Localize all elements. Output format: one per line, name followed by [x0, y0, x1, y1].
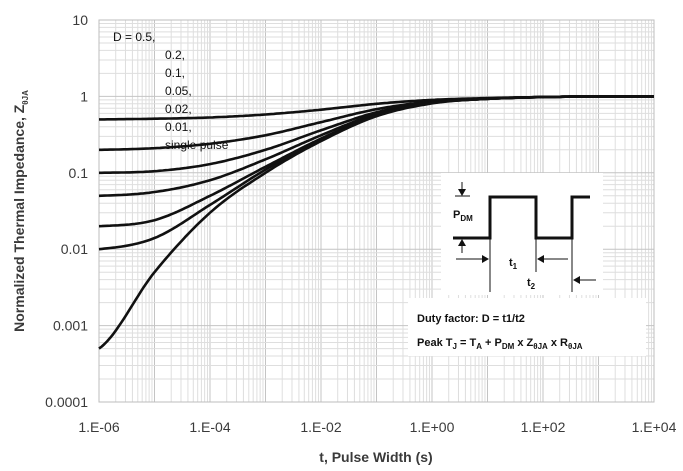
- plot-frame: [98, 19, 655, 403]
- y-tick-label: 0.1: [69, 165, 89, 181]
- x-axis-title: t, Pulse Width (s): [319, 449, 432, 465]
- y-tick-label: 0.01: [61, 241, 88, 257]
- legend-entry: 0.05,: [165, 84, 192, 98]
- series-line: [98, 95, 654, 350]
- y-tick-label: 10: [72, 12, 88, 28]
- peak-temp-equation: Peak TJ = TA + PDM x ZθJA x RθJA: [417, 337, 583, 351]
- t1-label: t1: [509, 257, 518, 271]
- x-tick-label: 1.E+04: [632, 419, 677, 435]
- y-axis-title-subscript: θJA: [21, 90, 30, 105]
- t2-label: t2: [527, 277, 536, 291]
- pdm-arrowhead-bottom: [458, 239, 466, 246]
- legend-entry: 0.02,: [165, 102, 192, 116]
- y-axis-title: Normalized Thermal Impedance, ZθJA: [11, 90, 30, 332]
- legend-entry: D = 0.5,: [113, 30, 155, 44]
- equation-box: Duty factor: D = t1/t2 Peak TJ = TA + PD…: [408, 298, 646, 356]
- t2-arrowhead-right: [573, 276, 580, 284]
- x-tick-label: 1.E-06: [78, 419, 119, 435]
- legend-entry: 0.01,: [165, 120, 192, 134]
- y-tick-labels: 0.0001 0.001 0.01 0.1 1 10: [45, 12, 88, 410]
- pulse-diagram-inset: PDM t1 t2: [441, 173, 603, 295]
- y-axis-title-main: Normalized Thermal Impedance, Z: [11, 104, 27, 332]
- x-tick-label: 1.E-04: [189, 419, 230, 435]
- pulse-diagram-background: [441, 173, 603, 295]
- x-tick-labels: 1.E-06 1.E-04 1.E-02 1.E+00 1.E+02 1.E+04: [78, 419, 676, 435]
- pdm-label: PDM: [453, 209, 473, 223]
- legend: D = 0.5, 0.2, 0.1, 0.05, 0.02, 0.01, single pu…: [113, 30, 229, 152]
- x-tick-label: 1.E-02: [300, 419, 341, 435]
- equation-box-background: [408, 298, 646, 356]
- pdm-arrowhead-top: [458, 189, 466, 196]
- legend-entry: 0.2,: [165, 48, 185, 62]
- y-tick-label: 0.001: [53, 318, 88, 334]
- y-tick-label: 0.0001: [45, 394, 88, 410]
- t1-arrowhead-left: [482, 255, 489, 263]
- pulse-waveform: [453, 195, 590, 240]
- legend-entry: single pulse: [165, 138, 229, 152]
- y-tick-label: 1: [80, 88, 88, 104]
- legend-entry: 0.1,: [165, 66, 185, 80]
- series-lines: [98, 95, 654, 350]
- x-tick-label: 1.E+02: [521, 419, 566, 435]
- duty-factor-text: Duty factor: D = t1/t2: [417, 313, 525, 325]
- x-tick-label: 1.E+00: [410, 419, 455, 435]
- t1-arrowhead-right: [537, 255, 544, 263]
